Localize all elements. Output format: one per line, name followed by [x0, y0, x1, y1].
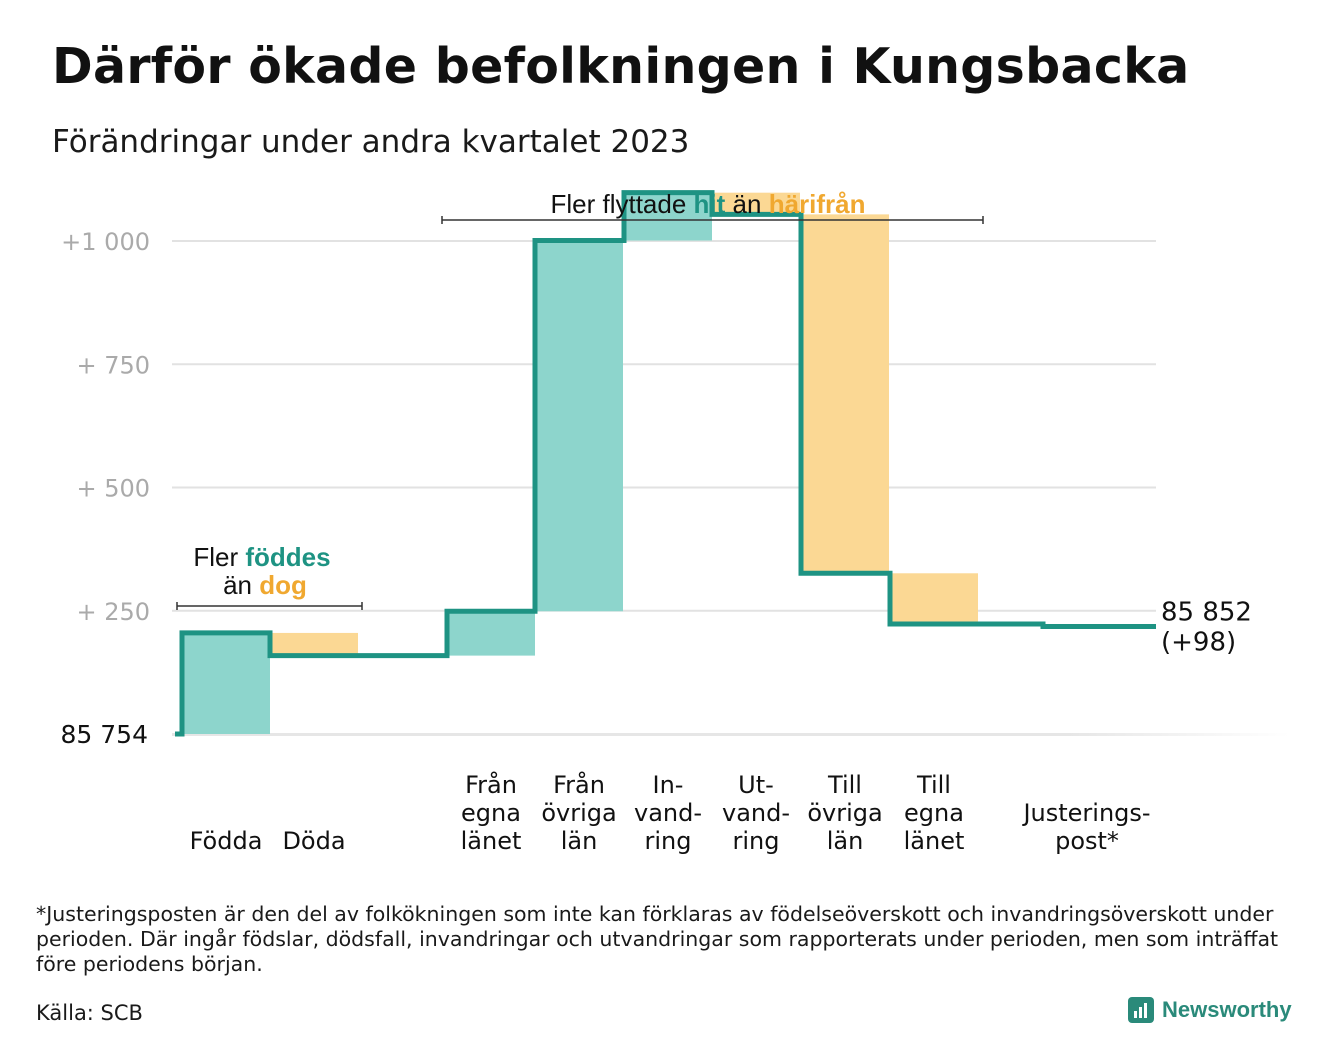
x-axis-labels: Födda DödaFrånegnalänetFrånövrigalänIn-va… [190, 770, 1151, 855]
gridlines [172, 240, 1290, 736]
bars [182, 192, 978, 734]
bar [801, 214, 889, 574]
running-total-line: 85 852(+98) [175, 190, 1252, 737]
annotation-moves-bracket [441, 216, 984, 224]
x-tick-label: egna [461, 799, 521, 827]
x-tick-label: vand- [722, 799, 790, 827]
x-tick-label: län [827, 827, 864, 855]
bar [890, 573, 978, 625]
newsworthy-logo-icon [1128, 997, 1154, 1023]
baseline [172, 733, 1290, 736]
x-tick-label: egna [904, 799, 964, 827]
x-tick-label: länet [461, 827, 522, 855]
annotation-births-line2: än dog [223, 570, 307, 600]
y-tick-label: + 500 [76, 475, 150, 503]
x-tick-label: länet [904, 827, 965, 855]
x-tick-label: Döda [282, 827, 345, 855]
bar [535, 240, 623, 612]
x-tick-label: ring [645, 827, 692, 855]
x-tick-label: län [561, 827, 598, 855]
bar [624, 192, 712, 241]
bar [182, 632, 270, 734]
x-tick-label: In- [653, 771, 684, 799]
brand-logo[interactable]: Newsworthy [1128, 997, 1292, 1023]
end-value-label: 85 852 [1161, 598, 1252, 628]
y-tick-label: +1 000 [61, 228, 150, 256]
brand-name: Newsworthy [1162, 997, 1292, 1022]
base-value-label: 85 754 [61, 720, 148, 749]
y-tick-label: + 250 [76, 598, 150, 626]
source-note: Källa: SCB [36, 1001, 143, 1025]
x-tick-label: Till [827, 771, 862, 799]
step-line [175, 190, 1156, 737]
x-tick-label: post* [1055, 827, 1119, 855]
x-tick-label: Födda [190, 827, 263, 855]
x-tick-label: Till [916, 771, 951, 799]
bar [270, 632, 358, 656]
x-tick-label: Från [553, 770, 605, 799]
chart-subtitle: Förändringar under andra kvartalet 2023 [52, 124, 690, 160]
y-tick-label: + 750 [76, 351, 150, 379]
annotation-moves: Fler flyttade hit än härifrån [550, 189, 865, 219]
chart-title: Därför ökade befolkningen i Kungsbacka [52, 38, 1190, 95]
x-tick-label: Justerings- [1021, 799, 1150, 827]
x-tick-label: vand- [634, 799, 702, 827]
end-change-label: (+98) [1161, 628, 1236, 658]
x-tick-label: Ut- [738, 771, 774, 799]
bar [447, 611, 535, 656]
x-tick-label: övriga [541, 799, 616, 827]
y-axis-ticks: + 250 + 500 + 750 +1 000 85 754 [61, 228, 150, 749]
x-tick-label: övriga [807, 799, 882, 827]
footnote: *Justeringsposten är den del av folkökni… [36, 902, 1279, 976]
x-tick-label: Från [465, 770, 517, 799]
annotation-births-bracket [176, 602, 363, 610]
x-tick-label: ring [733, 827, 780, 855]
bar [712, 192, 800, 215]
annotation-births-line1: Fler föddes [193, 542, 330, 572]
